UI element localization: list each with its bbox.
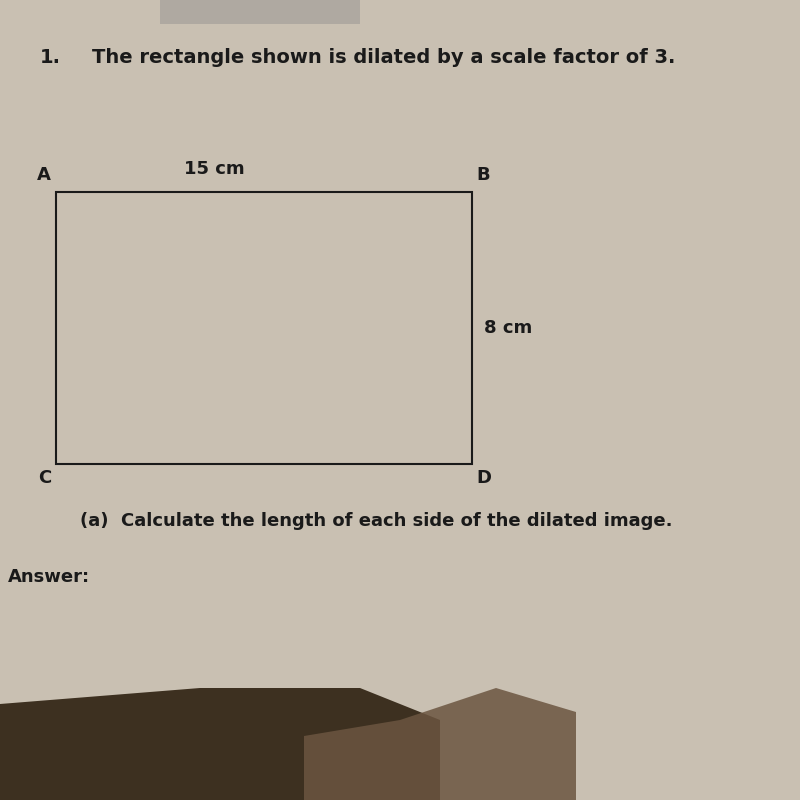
Text: 1.: 1. bbox=[40, 48, 61, 67]
Text: D: D bbox=[477, 469, 492, 486]
Text: The rectangle shown is dilated by a scale factor of 3.: The rectangle shown is dilated by a scal… bbox=[92, 48, 675, 67]
Bar bbox=[56, 192, 472, 464]
Polygon shape bbox=[304, 688, 576, 800]
Bar bbox=[160, 0, 360, 24]
Text: C: C bbox=[38, 469, 51, 486]
Polygon shape bbox=[0, 688, 440, 800]
Text: 8 cm: 8 cm bbox=[483, 319, 532, 337]
Text: B: B bbox=[477, 166, 490, 184]
Text: Answer:: Answer: bbox=[8, 568, 90, 586]
Text: (a)  Calculate the length of each side of the dilated image.: (a) Calculate the length of each side of… bbox=[80, 512, 673, 530]
Text: 15 cm: 15 cm bbox=[184, 160, 244, 178]
Text: A: A bbox=[38, 166, 51, 184]
